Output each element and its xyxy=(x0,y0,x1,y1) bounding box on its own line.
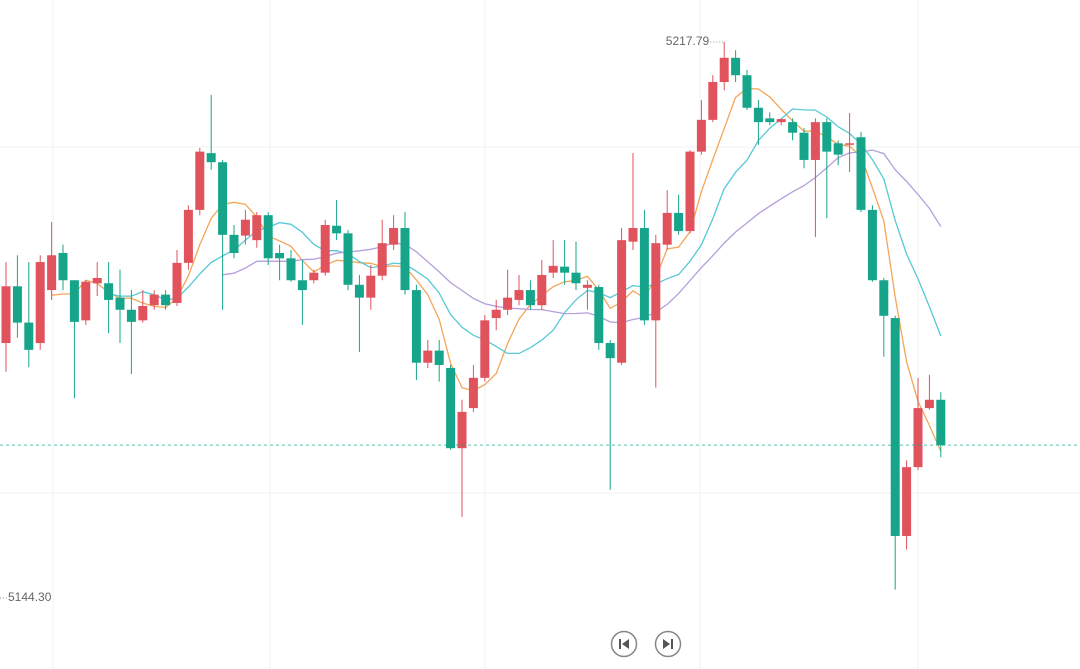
candle-body xyxy=(1,286,11,344)
max-label: 5217.79 xyxy=(666,34,710,48)
candle-body xyxy=(548,265,558,273)
candle-body xyxy=(674,212,684,232)
candle-body xyxy=(514,290,524,300)
candle-body xyxy=(206,153,216,163)
candle-body xyxy=(58,253,68,281)
candle-body xyxy=(81,281,91,321)
candle-body xyxy=(605,343,615,359)
candle-body xyxy=(183,209,193,263)
candle-body xyxy=(423,350,433,363)
candle-body xyxy=(149,294,159,306)
candle-body xyxy=(366,275,376,298)
candle-body xyxy=(400,228,410,291)
candle-body xyxy=(924,399,934,409)
candle-body xyxy=(275,253,285,259)
candle-body xyxy=(594,287,604,344)
candle-body xyxy=(320,225,330,273)
candle-body xyxy=(617,240,627,363)
candle-body xyxy=(788,122,798,133)
candle-body xyxy=(24,322,34,350)
moving-average-line xyxy=(108,108,942,355)
candle-body xyxy=(104,283,114,300)
candle-body xyxy=(936,399,946,446)
candle-body xyxy=(628,228,638,242)
candle-body xyxy=(218,162,228,235)
candle-body xyxy=(377,243,387,276)
candle-body xyxy=(35,262,45,344)
candle-body xyxy=(115,297,125,310)
candle-body xyxy=(867,209,877,281)
candle-body xyxy=(799,132,809,160)
candle-body xyxy=(731,57,741,76)
candle-body xyxy=(138,305,148,321)
candle-body xyxy=(525,290,535,306)
candle-body xyxy=(708,82,718,120)
candle-body xyxy=(753,107,763,123)
moving-average-line xyxy=(222,149,942,324)
candle-body xyxy=(571,272,581,284)
candle-body xyxy=(491,309,501,319)
candle-body xyxy=(537,274,547,306)
plot: 5217.79 5144.30 xyxy=(0,34,1080,604)
prev-button[interactable] xyxy=(610,630,638,658)
candle-body xyxy=(161,294,171,306)
candle-body xyxy=(810,122,820,160)
candle-body xyxy=(411,290,421,363)
candle-body xyxy=(92,277,102,284)
candle-body xyxy=(252,215,262,241)
candle-body xyxy=(309,272,319,281)
candle-body xyxy=(240,219,250,236)
candle-body xyxy=(913,408,923,468)
candle-body xyxy=(172,262,182,303)
candle-body xyxy=(742,75,752,108)
candle-body xyxy=(468,377,478,409)
candle-body xyxy=(560,266,570,273)
next-button[interactable] xyxy=(654,630,682,658)
candle-body xyxy=(354,284,364,298)
candle-body xyxy=(69,280,79,322)
candle-body xyxy=(696,119,706,152)
candle-body xyxy=(47,255,57,291)
candle-body xyxy=(662,212,672,245)
candle-body xyxy=(719,57,729,83)
candle-body xyxy=(126,309,136,322)
candle-body xyxy=(12,286,22,323)
next-icon[interactable] xyxy=(663,639,673,649)
min-label: 5144.30 xyxy=(8,590,52,604)
prev-icon[interactable] xyxy=(619,639,629,649)
candle-body xyxy=(685,151,695,232)
candle-body xyxy=(879,280,889,316)
candle-body xyxy=(332,225,342,234)
candle-body xyxy=(822,122,832,152)
candle-body xyxy=(503,297,513,310)
candle-body xyxy=(902,467,912,536)
candle-body xyxy=(229,234,239,254)
candle-body xyxy=(457,411,467,449)
candle-body xyxy=(845,143,855,145)
candle-body xyxy=(765,118,775,123)
candle-body xyxy=(480,320,490,378)
candle-body xyxy=(856,137,866,210)
candle-body xyxy=(833,143,843,155)
candle-body xyxy=(639,228,649,321)
candle-body xyxy=(890,318,900,536)
candle-body xyxy=(776,119,786,123)
candle-body xyxy=(389,228,399,245)
candle-body xyxy=(286,258,296,281)
candle-body xyxy=(582,284,592,288)
candle-body xyxy=(651,243,661,321)
candle-body xyxy=(263,215,273,259)
candle-body xyxy=(297,280,307,291)
candle-body xyxy=(343,233,353,285)
candle-body xyxy=(434,350,444,365)
candle-body xyxy=(446,368,456,449)
candle-body xyxy=(195,151,205,210)
